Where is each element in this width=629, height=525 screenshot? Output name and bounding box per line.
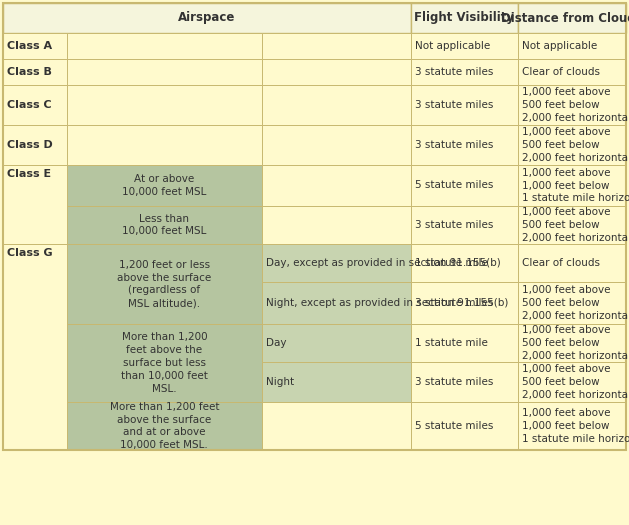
Text: Clear of clouds: Clear of clouds — [521, 258, 599, 268]
Text: Class B: Class B — [7, 67, 52, 77]
Bar — [262, 362, 411, 402]
Bar — [411, 402, 518, 450]
Bar — [518, 85, 626, 125]
Bar — [411, 324, 518, 362]
Bar — [3, 244, 67, 450]
Bar — [518, 402, 626, 450]
Text: 1,000 feet above
500 feet below
2,000 feet horizontal: 1,000 feet above 500 feet below 2,000 fe… — [521, 364, 629, 400]
Bar — [411, 244, 518, 282]
Text: Night, except as provided in section 91.155(b): Night, except as provided in section 91.… — [265, 298, 508, 308]
Bar — [518, 59, 626, 85]
Text: Not applicable: Not applicable — [415, 41, 491, 51]
Text: 1 statute mile: 1 statute mile — [415, 258, 488, 268]
Bar — [262, 282, 411, 324]
Bar — [262, 85, 411, 125]
Text: 1,000 feet above
500 feet below
2,000 feet horizontal: 1,000 feet above 500 feet below 2,000 fe… — [521, 87, 629, 123]
Bar — [3, 85, 67, 125]
Bar — [3, 33, 67, 59]
Text: Flight Visibility: Flight Visibility — [415, 12, 515, 25]
Bar — [411, 206, 518, 244]
Text: 1,000 feet above
1,000 feet below
1 statute mile horizontal: 1,000 feet above 1,000 feet below 1 stat… — [521, 167, 629, 203]
Bar — [518, 3, 626, 33]
Text: More than 1,200
feet above the
surface but less
than 10,000 feet
MSL.: More than 1,200 feet above the surface b… — [121, 332, 208, 394]
Bar — [262, 125, 411, 165]
Text: 3 statute miles: 3 statute miles — [415, 220, 493, 230]
Text: At or above
10,000 feet MSL: At or above 10,000 feet MSL — [122, 174, 206, 197]
Bar — [262, 165, 411, 206]
Bar — [67, 244, 262, 324]
Text: Class G: Class G — [7, 248, 53, 258]
Bar — [411, 59, 518, 85]
Bar — [262, 33, 411, 59]
Text: 5 statute miles: 5 statute miles — [415, 421, 493, 431]
Bar — [518, 282, 626, 324]
Bar — [67, 59, 262, 85]
Bar — [411, 282, 518, 324]
Bar — [411, 85, 518, 125]
Bar — [518, 324, 626, 362]
Text: Day, except as provided in section 91.155(b): Day, except as provided in section 91.15… — [265, 258, 500, 268]
Text: 3 statute miles: 3 statute miles — [415, 377, 493, 387]
Text: 3 statute miles: 3 statute miles — [415, 140, 493, 150]
Text: Not applicable: Not applicable — [521, 41, 597, 51]
Text: 3 statute miles: 3 statute miles — [415, 67, 493, 77]
Bar — [411, 125, 518, 165]
Text: 1,000 feet above
500 feet below
2,000 feet horizontal: 1,000 feet above 500 feet below 2,000 fe… — [521, 127, 629, 163]
Text: Class D: Class D — [7, 140, 53, 150]
Text: 1,000 feet above
500 feet below
2,000 feet horizontal: 1,000 feet above 500 feet below 2,000 fe… — [521, 207, 629, 243]
Bar — [262, 206, 411, 244]
Text: Airspace: Airspace — [179, 12, 236, 25]
Text: Less than
10,000 feet MSL: Less than 10,000 feet MSL — [122, 214, 206, 236]
Bar — [411, 33, 518, 59]
Text: Clear of clouds: Clear of clouds — [521, 67, 599, 77]
Bar — [262, 59, 411, 85]
Text: Class A: Class A — [7, 41, 52, 51]
Text: More than 1,200 feet
above the surface
and at or above
10,000 feet MSL.: More than 1,200 feet above the surface a… — [109, 402, 219, 450]
Text: 3 statute miles: 3 statute miles — [415, 100, 493, 110]
Bar — [262, 244, 411, 282]
Bar — [67, 165, 262, 206]
Bar — [518, 206, 626, 244]
Text: 5 statute miles: 5 statute miles — [415, 181, 493, 191]
Bar — [3, 3, 626, 450]
Bar — [262, 324, 411, 362]
Bar — [67, 85, 262, 125]
Text: 1,000 feet above
1,000 feet below
1 statute mile horizontal: 1,000 feet above 1,000 feet below 1 stat… — [521, 408, 629, 444]
Bar — [67, 206, 262, 244]
Bar — [67, 33, 262, 59]
Bar — [518, 125, 626, 165]
Bar — [67, 324, 262, 402]
Bar — [518, 165, 626, 206]
Bar — [518, 244, 626, 282]
Bar — [3, 3, 411, 33]
Text: Day: Day — [265, 338, 286, 348]
Bar — [518, 33, 626, 59]
Bar — [3, 125, 67, 165]
Bar — [518, 362, 626, 402]
Bar — [411, 362, 518, 402]
Text: 1,000 feet above
500 feet below
2,000 feet horizontal: 1,000 feet above 500 feet below 2,000 fe… — [521, 285, 629, 321]
Text: Class C: Class C — [7, 100, 52, 110]
Text: 3 statute miles: 3 statute miles — [415, 298, 493, 308]
Bar — [411, 3, 518, 33]
Text: 1,000 feet above
500 feet below
2,000 feet horizontal: 1,000 feet above 500 feet below 2,000 fe… — [521, 325, 629, 361]
Bar — [262, 402, 411, 450]
Bar — [411, 165, 518, 206]
Text: Night: Night — [265, 377, 294, 387]
Text: Class E: Class E — [7, 169, 51, 179]
Bar — [67, 125, 262, 165]
Bar — [3, 165, 67, 244]
Text: 1,200 feet or less
above the surface
(regardless of
MSL altitude).: 1,200 feet or less above the surface (re… — [117, 260, 211, 308]
Text: 1 statute mile: 1 statute mile — [415, 338, 488, 348]
Text: Distance from Clouds: Distance from Clouds — [501, 12, 629, 25]
Bar — [3, 59, 67, 85]
Bar — [67, 402, 262, 450]
